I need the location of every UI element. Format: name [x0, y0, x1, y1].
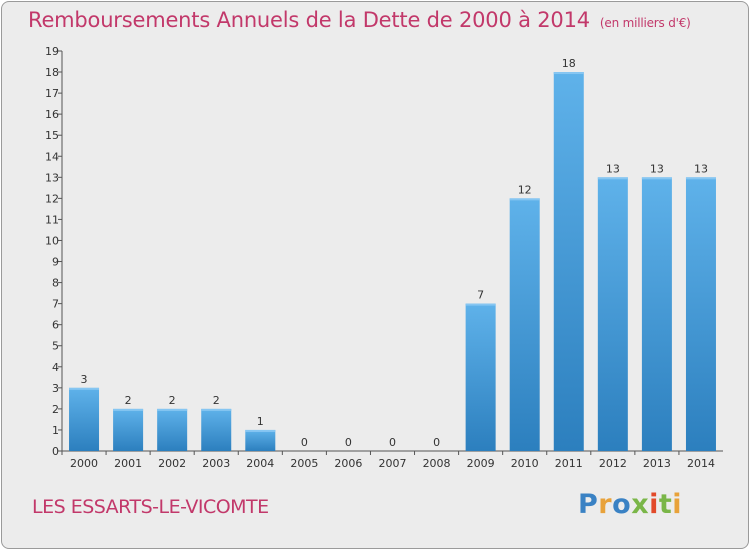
- x-axis: 2000 2001 2002 2003 2004 2005 2006 2007 2008 2009…: [61, 450, 723, 470]
- y-tick-label: 15: [45, 129, 59, 142]
- x-tick-label: 2006: [334, 457, 362, 470]
- y-tick-label: 16: [45, 108, 59, 121]
- bar-highlight: [553, 72, 584, 75]
- proxiti-logo: Proxiti: [578, 489, 682, 520]
- data-label: 12: [518, 183, 532, 196]
- logo-letter: P: [578, 489, 599, 520]
- bar-highlight: [597, 177, 628, 180]
- x-tick-label: 2009: [467, 457, 495, 470]
- x-tick-label: 2003: [202, 457, 230, 470]
- data-label: 0: [389, 436, 396, 449]
- x-tick-label: 2012: [599, 457, 627, 470]
- y-tick-label: 13: [45, 171, 59, 184]
- data-label: 7: [477, 289, 484, 302]
- logo-letter: i: [672, 489, 683, 520]
- bar-highlight: [113, 408, 144, 411]
- y-tick-label: 2: [52, 403, 59, 416]
- y-tick-label: 7: [52, 298, 59, 311]
- data-label: 0: [433, 436, 440, 449]
- y-tick-label: 0: [52, 445, 59, 458]
- logo-letter: x: [631, 489, 650, 520]
- bar-highlight: [201, 408, 232, 411]
- y-tick-label: 3: [52, 382, 59, 395]
- bar: [553, 72, 584, 451]
- x-tick-label: 2010: [511, 457, 539, 470]
- logo-letter: i: [649, 489, 659, 520]
- x-tick-label: 2005: [290, 457, 318, 470]
- bar-highlight: [157, 408, 188, 411]
- bar: [465, 303, 496, 451]
- bars: [69, 72, 716, 451]
- y-tick-label: 17: [45, 87, 59, 100]
- bar-highlight: [69, 387, 100, 390]
- bar-highlight: [245, 429, 276, 432]
- x-tick-label: 2000: [70, 457, 98, 470]
- x-tick-label: 2008: [423, 457, 451, 470]
- data-label: 13: [606, 162, 620, 175]
- y-tick-label: 8: [52, 277, 59, 290]
- x-tick-label: 2014: [687, 457, 715, 470]
- data-label: 0: [301, 436, 308, 449]
- y-tick-label: 18: [45, 66, 59, 79]
- x-tick-label: 2007: [379, 457, 407, 470]
- y-tick-label: 12: [45, 192, 59, 205]
- bar: [157, 408, 188, 451]
- bar-highlight: [509, 198, 540, 201]
- bar: [69, 387, 100, 451]
- bar: [245, 429, 276, 451]
- x-tick-label: 2002: [158, 457, 186, 470]
- data-label: 2: [169, 394, 176, 407]
- data-label: 3: [81, 373, 88, 386]
- data-label: 2: [125, 394, 132, 407]
- bar: [685, 177, 716, 451]
- bar: [509, 198, 540, 451]
- y-tick-label: 4: [52, 361, 59, 374]
- x-tick-label: 2004: [246, 457, 274, 470]
- y-tick-label: 6: [52, 319, 59, 332]
- bar: [641, 177, 672, 451]
- y-tick-label: 10: [45, 234, 59, 247]
- data-labels: 3 2 2 2 1 0 0 0 0 7 12 18 13 13 13: [81, 57, 708, 449]
- bar-highlight: [465, 303, 496, 306]
- chart-subtitle: (en milliers d'€): [599, 16, 691, 30]
- commune-name: LES ESSARTS-LE-VICOMTE: [32, 496, 269, 518]
- x-tick-label: 2001: [114, 457, 142, 470]
- y-tick-label: 5: [52, 340, 59, 353]
- y-tick-label: 14: [45, 150, 59, 163]
- logo-letter: o: [612, 489, 632, 520]
- data-label: 13: [650, 162, 664, 175]
- y-tick-label: 11: [45, 213, 59, 226]
- data-label: 1: [257, 415, 264, 428]
- y-tick-label: 19: [45, 45, 59, 58]
- logo-letter: r: [598, 489, 613, 520]
- bar-highlight: [641, 177, 672, 180]
- bar-highlight: [685, 177, 716, 180]
- logo-letter: t: [658, 489, 673, 520]
- y-tick-label: 9: [52, 256, 59, 269]
- bar: [113, 408, 144, 451]
- data-label: 18: [562, 57, 576, 70]
- x-tick-label: 2013: [643, 457, 671, 470]
- bar: [201, 408, 232, 451]
- data-label: 13: [694, 162, 708, 175]
- data-label: 2: [213, 394, 220, 407]
- y-tick-label: 1: [52, 424, 59, 437]
- bar: [597, 177, 628, 451]
- chart-title: Remboursements Annuels de la Dette de 20…: [28, 8, 691, 32]
- data-label: 0: [345, 436, 352, 449]
- x-tick-label: 2011: [555, 457, 583, 470]
